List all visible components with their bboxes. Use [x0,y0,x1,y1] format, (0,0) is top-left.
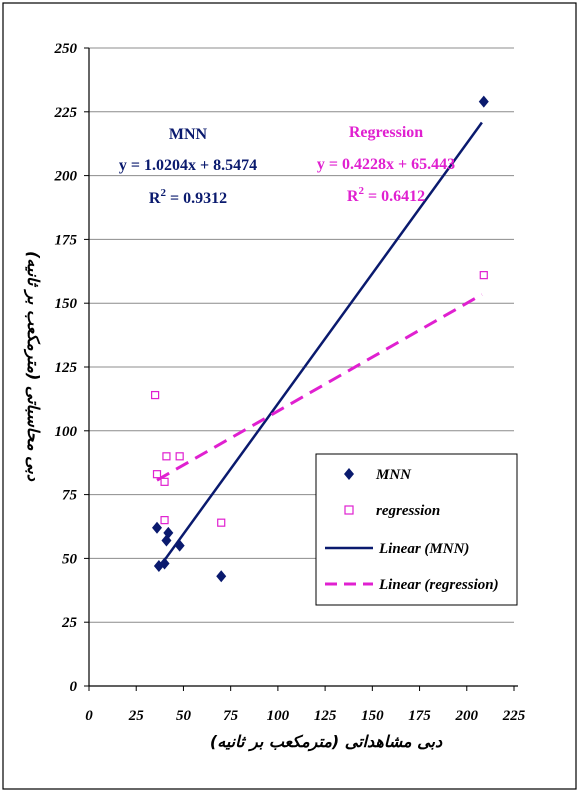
y-tick-label: 50 [62,551,78,567]
regression-equation: y = 0.4228x + 65.443 [317,156,455,173]
regression-annotation: Regression y = 0.4228x + 65.443 R2 = 0.6… [317,124,455,205]
legend-item-regression: regression [344,503,440,519]
trendline-mnn [157,121,483,569]
legend-label-regression: regression [376,503,440,519]
y-tick-label: 150 [55,296,78,312]
legend-label-mnn: MNN [375,467,412,483]
mnn-r2-value: = 0.9312 [166,190,227,207]
regression-point [175,452,184,461]
mnn-point [159,557,170,570]
y-tick-label: 175 [55,232,78,248]
regression-annotation-title: Regression [349,124,423,141]
y-tick-label: 250 [54,41,78,57]
x-tick-label: 100 [267,708,290,724]
regression-r2-prefix: R [347,188,359,205]
square-marker-icon [344,505,354,515]
regression-r2-value: = 0.6412 [364,188,425,205]
x-tick-label: 25 [128,708,145,724]
x-tick-label: 175 [408,708,431,724]
regression-point [152,470,162,479]
mnn-point [163,526,174,539]
trendlines [156,121,483,569]
mnn-r2-prefix: R [149,190,161,207]
y-tick-label: 75 [62,488,78,504]
legend-item-mnn: MNN [344,467,412,483]
regression-point [162,452,171,461]
legend: MNN regression Linear (MNN) Linear (regr… [315,453,518,606]
x-tick-label: 0 [85,708,93,724]
y-tick-label: 125 [55,360,78,376]
x-tick-label: 50 [176,708,192,724]
mnn-point [174,539,185,552]
regression-point [479,271,488,280]
x-tick-labels: 0 25 50 75 100 125 150 175 200 225 [85,708,526,724]
x-tick-label: 200 [455,708,479,724]
mnn-point [478,95,489,108]
mnn-annotation: MNN y = 1.0204x + 8.5474 R2 = 0.9312 [119,126,257,207]
diamond-marker-icon [344,468,354,480]
mnn-equation: y = 1.0204x + 8.5474 [119,157,257,174]
grid-lines [89,47,514,623]
regression-r-squared: R2 = 0.6412 [347,185,425,205]
y-tick-label: 0 [70,679,78,695]
y-tick-label: 200 [54,169,78,185]
regression-point [160,516,169,525]
y-axis-title: دبی محاسباتی (مترمکعب بر ثانیه) [23,251,43,482]
axes [84,47,518,691]
regression-point [217,518,226,527]
legend-label-linear-regression: Linear (regression) [378,577,499,593]
regression-point [160,477,169,486]
y-tick-labels: 0 25 50 75 100 125 150 175 200 225 250 [54,41,78,695]
mnn-r2-exponent: 2 [160,187,166,199]
x-axis-title: دبی مشاهداتی (مترمکعب بر ثانیه) [210,732,443,752]
legend-item-linear-mnn: Linear (MNN) [325,541,469,557]
y-tick-label: 225 [54,105,78,121]
mnn-point [216,570,227,583]
x-tick-label: 150 [361,708,384,724]
mnn-r-squared: R2 = 0.9312 [149,187,227,207]
y-tick-label: 25 [61,615,78,631]
mnn-point [152,521,162,534]
y-tick-label: 100 [55,424,78,440]
legend-label-linear-mnn: Linear (MNN) [378,541,469,557]
regression-point [151,390,160,400]
x-tick-label: 225 [502,708,526,724]
mnn-annotation-title: MNN [169,126,208,143]
x-tick-label: 125 [314,708,337,724]
x-tick-label: 75 [223,708,239,724]
regression-r2-exponent: 2 [358,185,364,197]
data-points [151,95,489,583]
trendline-regression [156,293,483,482]
legend-item-linear-regression: Linear (regression) [325,577,499,593]
